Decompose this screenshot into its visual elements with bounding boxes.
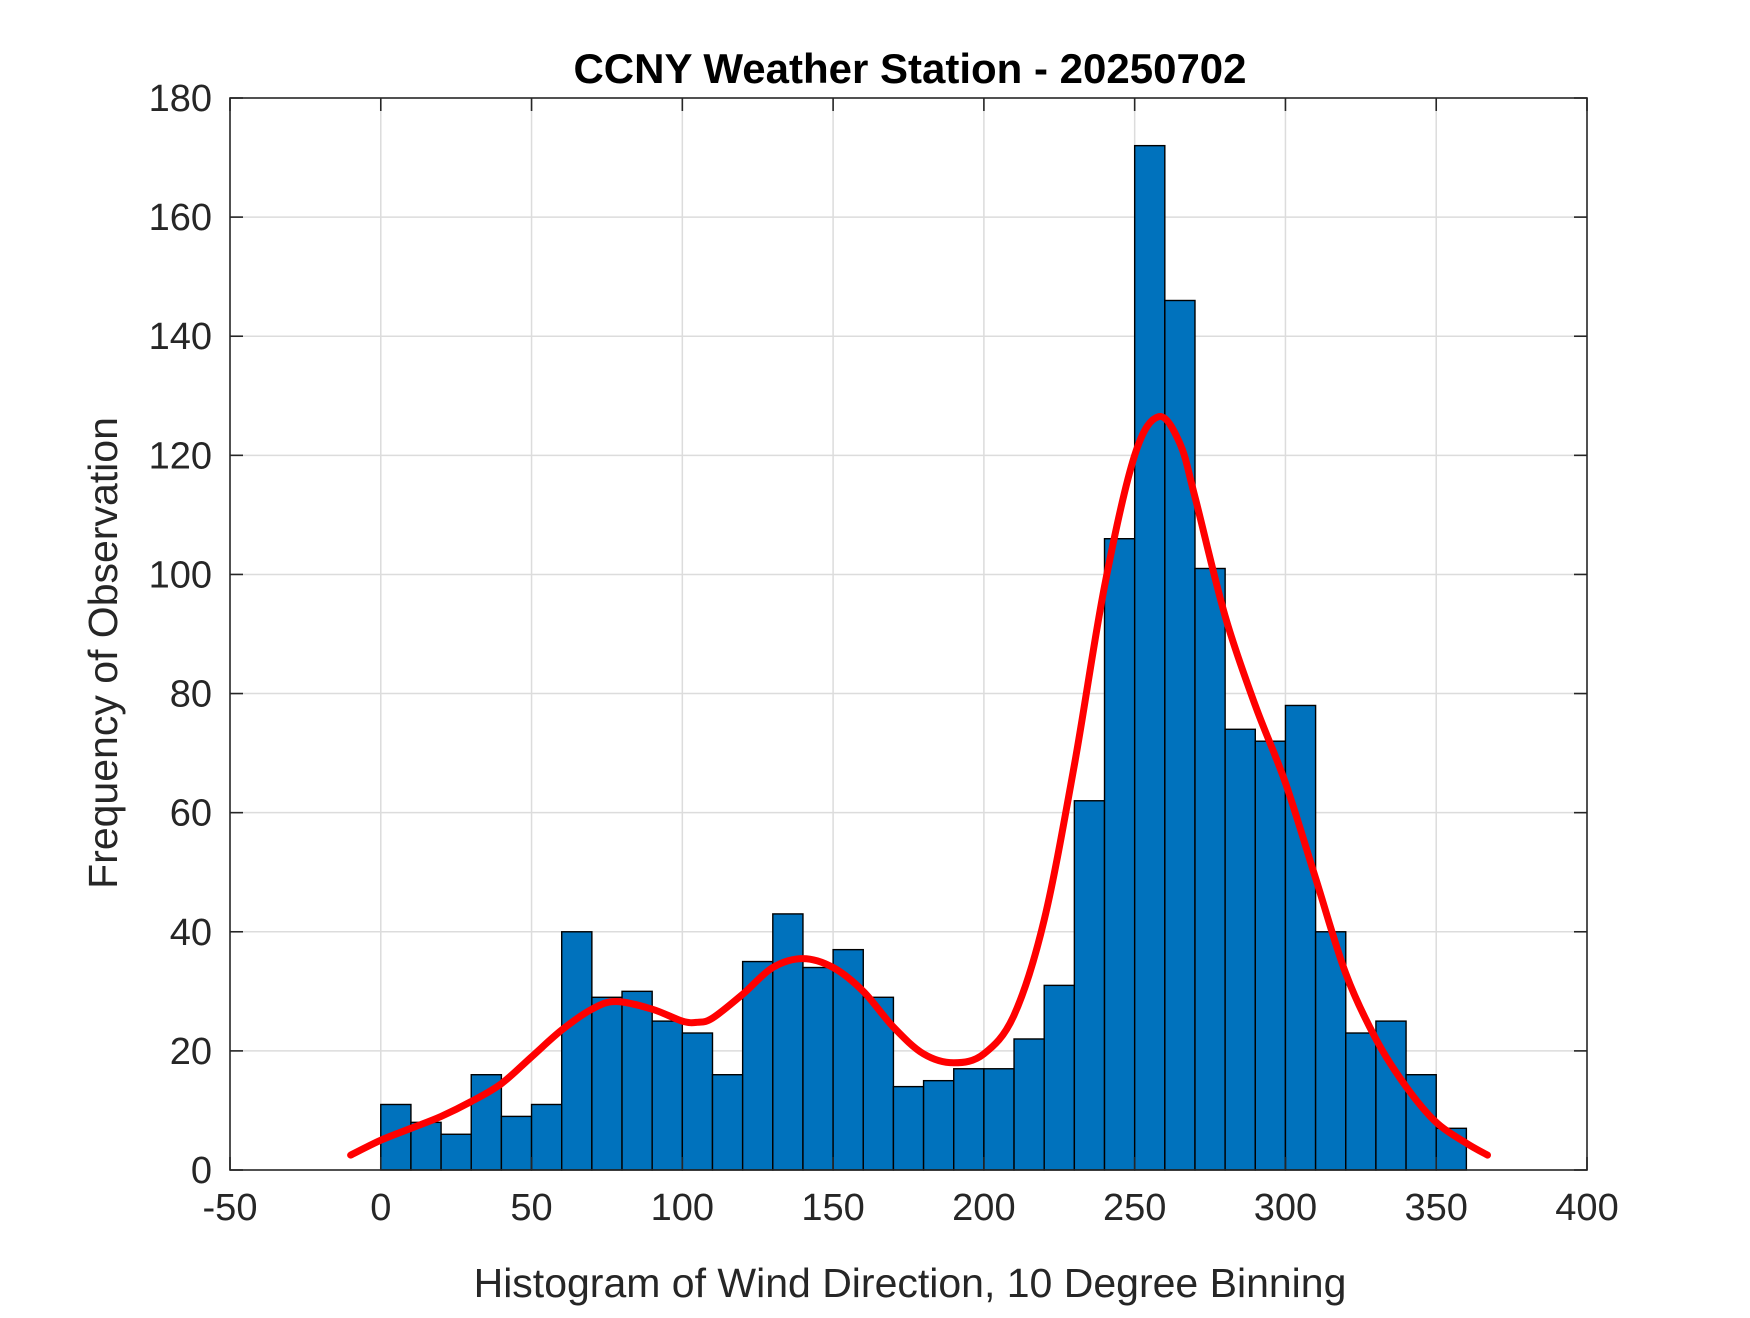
histogram-bar	[500, 1115, 533, 1171]
x-tick-label: 400	[1555, 1187, 1618, 1229]
x-tick-labels: -50 0 50 100 150 200 250 300 350 400	[203, 1187, 1619, 1229]
histogram-bar	[711, 1074, 744, 1171]
y-tick-label: 160	[149, 197, 212, 239]
histogram-bar	[1043, 984, 1076, 1171]
histogram-bar	[1103, 538, 1136, 1171]
axes-box	[229, 97, 1588, 1171]
histogram-bar	[530, 1103, 563, 1171]
histogram-bar	[922, 1079, 955, 1171]
y-tick-label: 80	[170, 674, 212, 716]
x-tick-label: 350	[1405, 1187, 1468, 1229]
y-tick-labels: 0 20 40 60 80 100 120 140 160 180	[149, 78, 212, 1192]
x-tick-label: 100	[651, 1187, 714, 1229]
x-tick-label: 250	[1103, 1187, 1166, 1229]
histogram-bar	[410, 1121, 442, 1171]
y-tick-label: 0	[191, 1150, 212, 1192]
y-tick-label: 60	[170, 793, 212, 835]
fit-curve-line	[347, 413, 1491, 1159]
histogram-bar	[561, 931, 593, 1171]
histogram-bar	[1435, 1127, 1468, 1171]
y-tick-label: 120	[149, 435, 212, 477]
histogram-bar	[772, 913, 804, 1171]
histogram-bar	[802, 966, 834, 1171]
histogram-bar	[892, 1085, 925, 1171]
y-tick-label: 40	[170, 912, 212, 954]
histogram-bar	[1164, 299, 1196, 1171]
histogram-bar	[1254, 740, 1287, 1171]
histogram-bar	[1345, 1032, 1377, 1171]
histogram-bar	[1314, 931, 1347, 1171]
histogram-bar	[1284, 704, 1317, 1171]
y-tick-label: 20	[170, 1031, 212, 1073]
histogram-bar	[681, 1032, 714, 1171]
histogram-bar	[591, 996, 623, 1171]
histogram-bar	[1133, 144, 1166, 1171]
x-tick-label: 200	[952, 1187, 1015, 1229]
chart-title: CCNY Weather Station - 20250702	[573, 45, 1246, 92]
y-tick-label: 180	[149, 78, 212, 120]
tick-marks	[229, 97, 1588, 1171]
y-tick-label: 100	[149, 554, 212, 596]
histogram-bar	[440, 1133, 472, 1171]
histogram-bar	[621, 990, 653, 1171]
x-tick-label: -50	[203, 1187, 258, 1229]
histogram-bar	[1224, 728, 1256, 1171]
grid-lines	[230, 98, 1587, 1170]
x-tick-label: 0	[370, 1187, 391, 1229]
histogram-bar	[651, 1020, 684, 1171]
histogram-bar	[983, 1068, 1015, 1171]
histogram-bar	[953, 1068, 985, 1171]
x-axis-label: Histogram of Wind Direction, 10 Degree B…	[474, 1260, 1347, 1306]
histogram-bar	[1194, 567, 1226, 1171]
plot-area	[230, 98, 1587, 1170]
y-axis-label: Frequency of Observation	[80, 417, 126, 889]
y-tick-label: 140	[149, 316, 212, 358]
histogram-bars	[380, 144, 1468, 1171]
x-tick-label: 150	[801, 1187, 864, 1229]
histogram-bar	[1073, 800, 1106, 1171]
fit-curve-layer	[347, 413, 1491, 1159]
x-tick-label: 300	[1254, 1187, 1317, 1229]
histogram-bar	[1013, 1038, 1045, 1171]
x-tick-label: 50	[510, 1187, 552, 1229]
